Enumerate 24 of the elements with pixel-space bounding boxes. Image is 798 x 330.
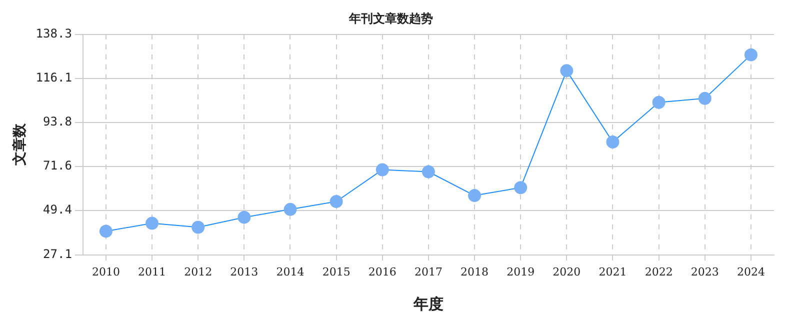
x-tick-label: 2018 [460,265,489,278]
y-tick-label: 49.4 [43,202,72,217]
chart-title: 年刊文章数趋势 [348,11,433,26]
y-axis-title: 文章数 [11,122,28,167]
y-tick-label: 93.8 [43,114,72,129]
x-tick-label: 2012 [184,265,212,278]
x-tick-label: 2010 [92,265,120,278]
y-tick-label: 138.3 [36,26,72,41]
x-tick-label: 2022 [644,265,673,278]
x-tick-label: 2019 [506,265,535,278]
x-tick-label: 2011 [138,265,166,278]
x-tick-label: 2024 [736,265,765,278]
y-tick-label: 27.1 [43,246,72,261]
x-tick-label: 2016 [368,265,396,278]
x-axis-title: 年度 [412,294,444,313]
x-tick-label: 2013 [230,265,258,278]
x-tick-label: 2015 [322,265,350,278]
x-tick-label: 2021 [598,265,627,278]
y-tick-label: 116.1 [36,70,72,85]
x-tick-label: 2023 [690,265,719,278]
y-tick-label: 71.6 [43,158,72,173]
x-tick-label: 2020 [552,265,581,278]
x-tick-label: 2017 [414,265,442,278]
x-tick-label: 2014 [276,265,304,278]
